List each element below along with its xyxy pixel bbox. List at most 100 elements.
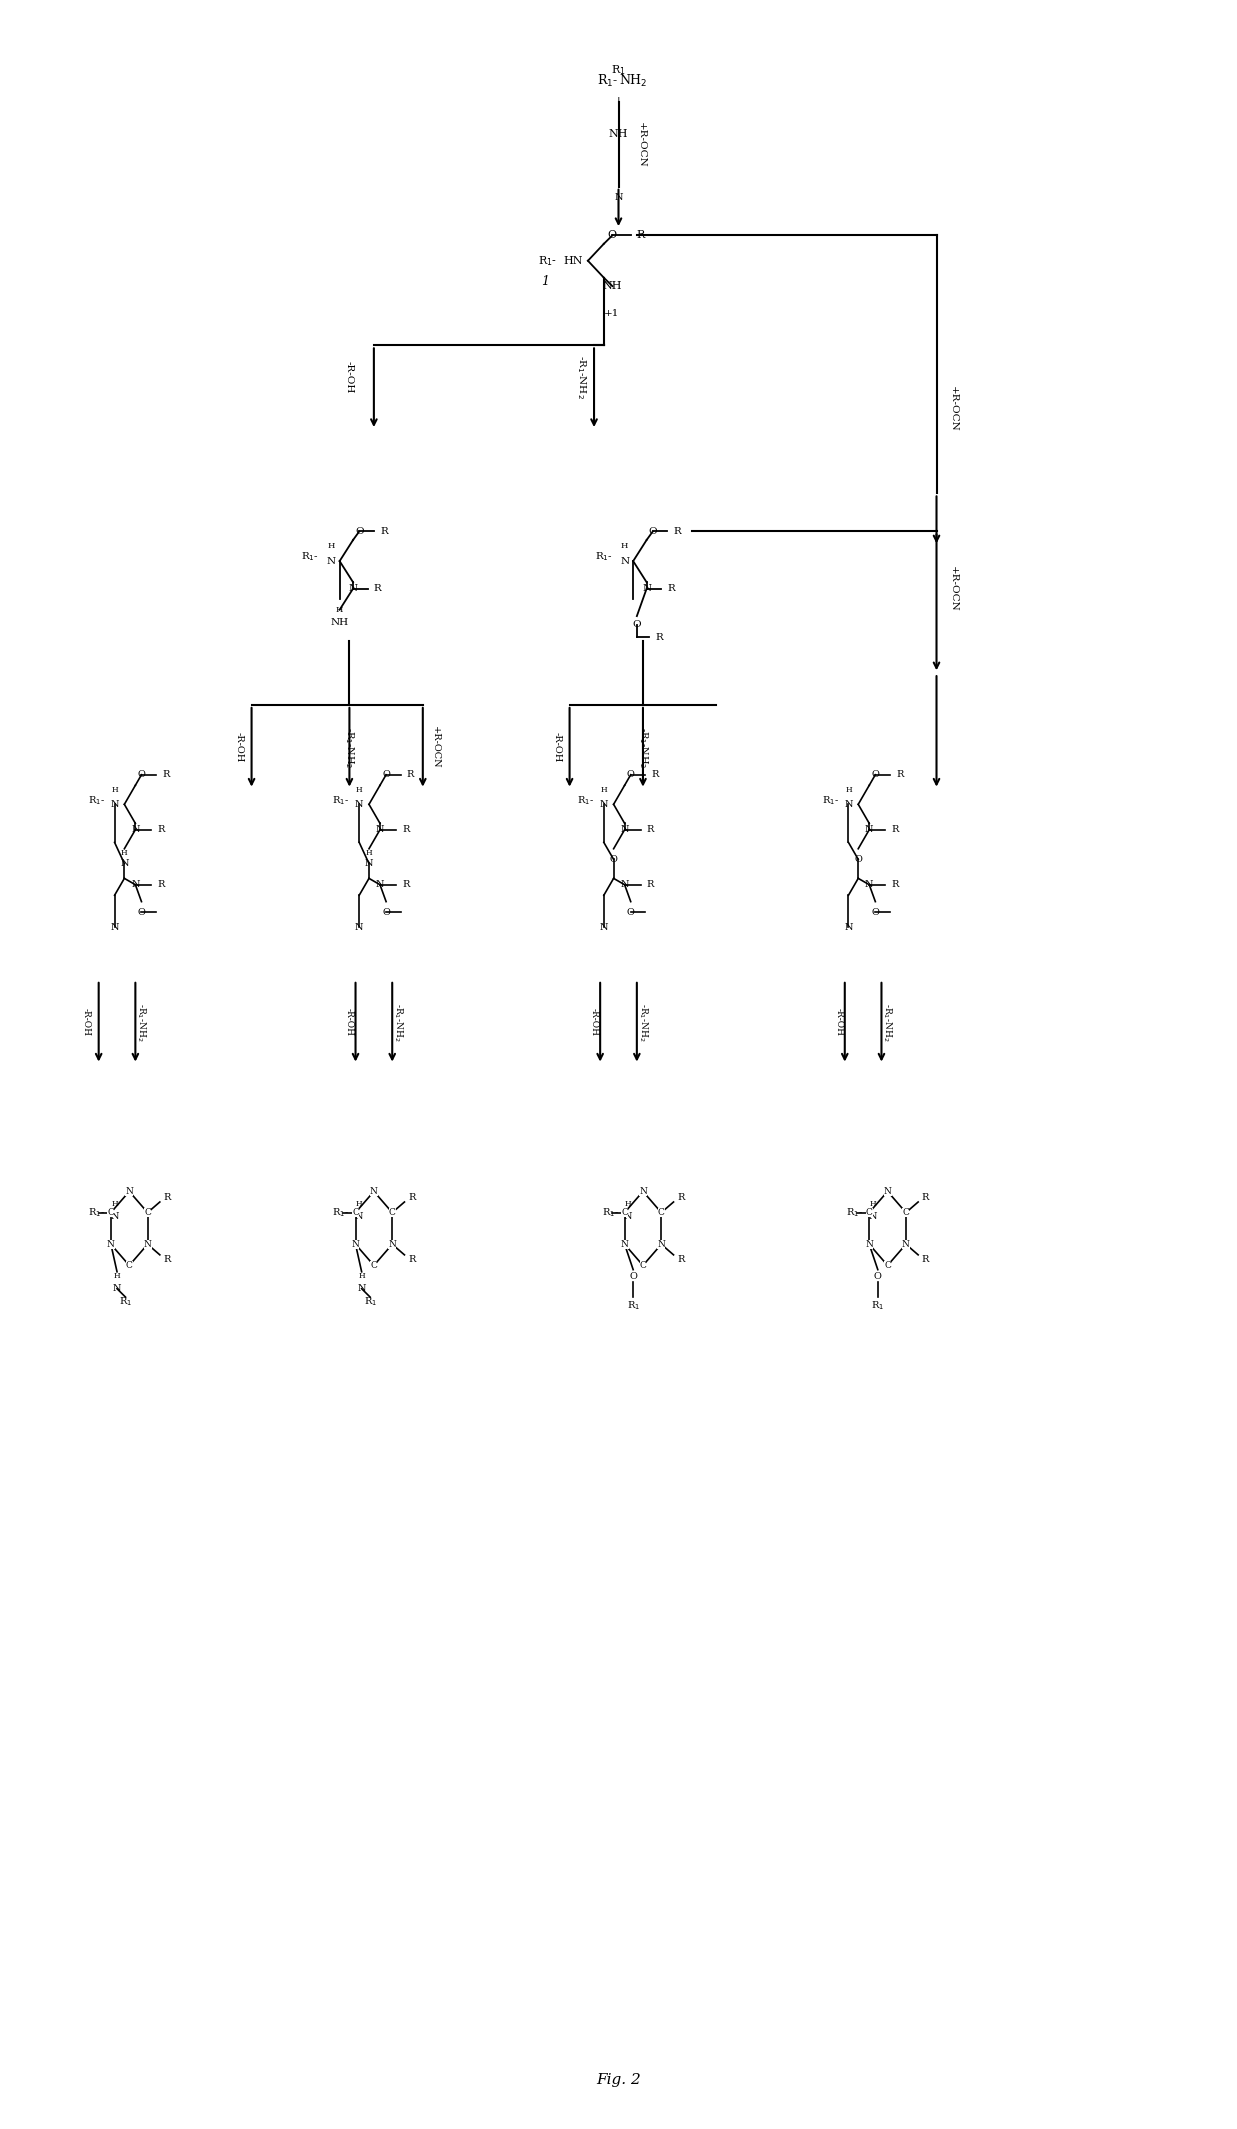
Text: H: H <box>870 1201 876 1207</box>
Text: R$_1$-: R$_1$- <box>88 1207 105 1220</box>
Text: -R$_1$-NH$_2$: -R$_1$-NH$_2$ <box>135 1003 147 1041</box>
Text: N: N <box>376 826 385 835</box>
Text: N: N <box>110 922 119 933</box>
Text: O: O <box>607 230 617 241</box>
Text: O: O <box>137 907 146 918</box>
Text: O: O <box>137 771 146 779</box>
Text: N: N <box>600 922 609 933</box>
Text: R: R <box>891 826 898 835</box>
Text: H: H <box>111 786 118 794</box>
Text: -R$_1$-NH$_2$: -R$_1$-NH$_2$ <box>575 356 589 398</box>
Text: -R-OH: -R-OH <box>834 1009 844 1037</box>
Text: O: O <box>871 771 880 779</box>
Text: C: C <box>126 1260 132 1269</box>
Text: O: O <box>648 528 657 537</box>
Text: N: N <box>327 556 335 566</box>
Text: R: R <box>162 771 169 779</box>
Text: NH: NH <box>609 130 628 138</box>
Text: R: R <box>673 528 682 537</box>
Text: R$_1$: R$_1$ <box>627 1299 640 1311</box>
Text: N: N <box>620 556 630 566</box>
Text: O: O <box>871 907 880 918</box>
Text: +1: +1 <box>604 309 620 317</box>
Text: R: R <box>408 1254 416 1265</box>
Text: H: H <box>600 786 607 794</box>
Text: -R-OH: -R-OH <box>235 732 244 762</box>
Text: O: O <box>382 771 390 779</box>
Text: N: N <box>351 1239 360 1250</box>
Text: H: H <box>845 786 852 794</box>
Text: H: H <box>336 607 344 613</box>
Text: N: N <box>600 801 609 809</box>
Text: O: O <box>610 856 617 864</box>
Text: N: N <box>868 1211 877 1222</box>
Text: O: O <box>855 856 862 864</box>
Text: N: N <box>376 879 385 890</box>
Text: R$_1$: R$_1$ <box>364 1294 377 1307</box>
Text: R: R <box>652 771 659 779</box>
Text: C: C <box>658 1207 664 1218</box>
Text: -R$_1$-NH$_2$: -R$_1$-NH$_2$ <box>637 1003 649 1041</box>
Text: R: R <box>380 528 387 537</box>
Text: H: H <box>121 849 127 858</box>
Text: R$_1$-: R$_1$- <box>601 1207 618 1220</box>
Text: C: C <box>388 1207 396 1218</box>
Text: N: N <box>120 860 129 869</box>
Text: NH$_2$: NH$_2$ <box>618 72 647 89</box>
Text: N: N <box>865 826 873 835</box>
Text: N: N <box>844 801 852 809</box>
Text: R$_1$-: R$_1$- <box>578 794 594 807</box>
Text: N: N <box>883 1186 892 1196</box>
Text: N: N <box>355 1211 364 1222</box>
Text: C: C <box>108 1207 114 1218</box>
Text: R: R <box>677 1192 684 1203</box>
Text: C: C <box>353 1207 359 1218</box>
Text: R: R <box>647 826 654 835</box>
Text: R: R <box>637 230 646 241</box>
Text: R: R <box>402 826 409 835</box>
Text: R$_1$-: R$_1$- <box>846 1207 863 1220</box>
Text: N: N <box>621 826 628 835</box>
Text: -R-OH: -R-OH <box>590 1009 599 1037</box>
Text: C: C <box>640 1260 647 1269</box>
Text: +R-OCN: +R-OCN <box>637 121 646 168</box>
Text: R$_1$: R$_1$ <box>871 1299 884 1311</box>
Text: H: H <box>356 786 362 794</box>
Text: N: N <box>349 583 357 594</box>
Text: -R-OH: -R-OH <box>345 362 354 394</box>
Text: N: N <box>642 583 651 594</box>
Text: N: N <box>615 194 622 202</box>
Text: +R-OCN: +R-OCN <box>949 566 957 611</box>
Text: O: O <box>873 1271 882 1280</box>
Text: 1: 1 <box>541 275 549 287</box>
Text: H: H <box>366 849 372 858</box>
Text: R: R <box>408 1192 416 1203</box>
Text: R: R <box>163 1192 171 1203</box>
Text: R$_1$-: R$_1$- <box>595 551 612 564</box>
Text: R: R <box>668 583 675 594</box>
Text: -R-OH: -R-OH <box>345 1009 354 1037</box>
Text: R$_1$: R$_1$ <box>119 1294 132 1307</box>
Text: C: C <box>884 1260 891 1269</box>
Text: N: N <box>131 826 140 835</box>
Text: R$_1$-: R$_1$- <box>597 72 618 89</box>
Text: +R-OCN: +R-OCN <box>430 726 439 769</box>
Text: H: H <box>625 1201 632 1207</box>
Text: R$_1$: R$_1$ <box>611 64 626 77</box>
Text: -R-OH: -R-OH <box>553 732 562 762</box>
Text: |: | <box>617 160 620 170</box>
Text: N: N <box>355 922 364 933</box>
Text: N: N <box>621 879 628 890</box>
Text: O: O <box>627 907 635 918</box>
Text: -R$_1$-NH$_2$: -R$_1$-NH$_2$ <box>881 1003 894 1041</box>
Text: N: N <box>844 922 852 933</box>
Text: H: H <box>328 543 335 549</box>
Text: R$_1$-: R$_1$- <box>88 794 105 807</box>
Text: N: N <box>902 1239 910 1250</box>
Text: N: N <box>657 1239 666 1250</box>
Text: HN: HN <box>564 255 583 266</box>
Text: -R$_1$-NH$_2$: -R$_1$-NH$_2$ <box>343 726 356 769</box>
Text: N: N <box>110 801 119 809</box>
Text: C: C <box>621 1207 628 1218</box>
Text: R: R <box>157 879 165 890</box>
